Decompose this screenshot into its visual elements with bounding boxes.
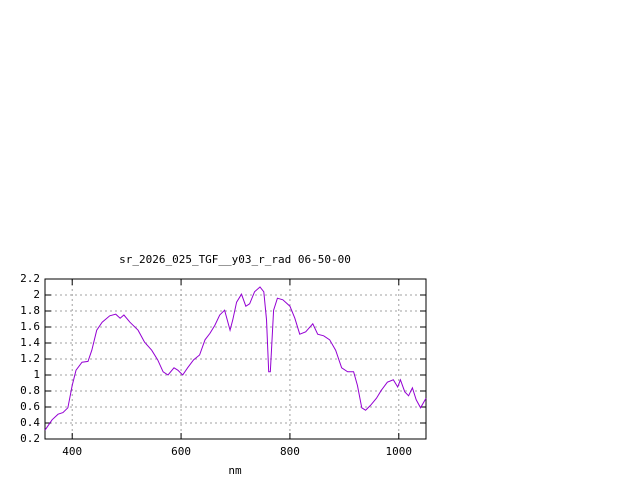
- y-tick-label: 1.6: [20, 320, 40, 333]
- y-tick-label: 0.2: [20, 432, 40, 445]
- y-tick-label: 1: [33, 368, 40, 381]
- y-tick-label: 1.4: [20, 336, 40, 349]
- y-tick-label: 1.8: [20, 304, 40, 317]
- y-tick-label: 2: [33, 288, 40, 301]
- y-tick-label: 2.2: [20, 272, 40, 285]
- y-tick-label: 0.4: [20, 416, 40, 429]
- x-tick-label: 800: [280, 445, 300, 458]
- x-tick-label: 600: [171, 445, 191, 458]
- chart-title: sr_2026_025_TGF__y03_r_rad 06-50-00: [119, 253, 351, 266]
- y-tick-label: 0.6: [20, 400, 40, 413]
- x-axis-label: nm: [228, 464, 242, 477]
- x-tick-label: 400: [62, 445, 82, 458]
- y-tick-label: 0.8: [20, 384, 40, 397]
- data-line: [44, 286, 427, 431]
- x-tick-label: 1000: [386, 445, 413, 458]
- y-tick-label: 1.2: [20, 352, 40, 365]
- plot-border: [44, 278, 427, 440]
